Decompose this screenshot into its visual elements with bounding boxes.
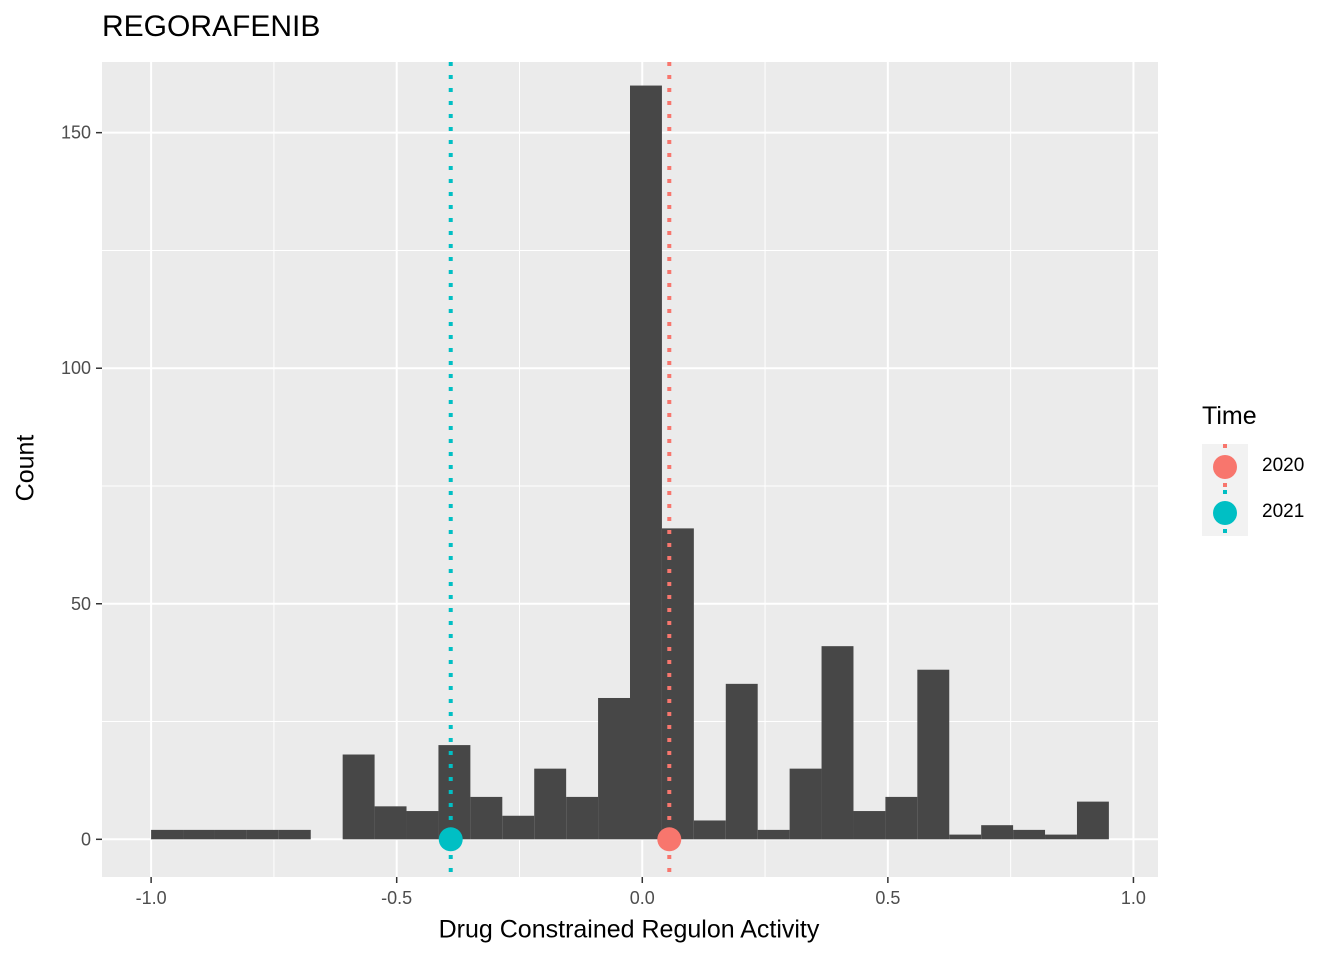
legend-title: Time xyxy=(1202,402,1257,430)
histogram-bar xyxy=(853,811,886,840)
histogram-bar xyxy=(214,829,247,840)
x-tick-label: 0.0 xyxy=(630,888,655,908)
histogram-bar xyxy=(278,829,311,840)
histogram-bar xyxy=(342,754,375,840)
histogram-bar xyxy=(949,834,982,840)
y-tick-label: 50 xyxy=(71,594,91,614)
legend-label-2021: 2021 xyxy=(1262,501,1305,522)
histogram-bar xyxy=(693,820,726,840)
y-tick-label: 150 xyxy=(61,123,91,143)
y-tick-label: 100 xyxy=(61,358,91,378)
histogram-bar xyxy=(1076,801,1109,840)
histogram-bar xyxy=(374,806,407,840)
histogram-bar xyxy=(151,829,184,840)
y-tick-label: 0 xyxy=(81,829,91,849)
histogram-bar xyxy=(661,528,694,840)
reference-point-2021 xyxy=(438,827,463,852)
histogram-bar xyxy=(246,829,279,840)
histogram-bar xyxy=(502,815,535,840)
x-tick-label: -1.0 xyxy=(136,888,167,908)
y-axis: 0 50 100 150 xyxy=(61,123,102,849)
legend-key-point-2021 xyxy=(1213,501,1237,525)
histogram-bar xyxy=(757,829,790,840)
histogram-bar xyxy=(821,646,854,840)
x-tick-label: -0.5 xyxy=(381,888,412,908)
histogram-bar xyxy=(598,697,630,840)
histogram-bar xyxy=(438,745,471,840)
x-axis: -1.0 -0.5 0.0 0.5 1.0 xyxy=(136,877,1146,908)
histogram-bar xyxy=(470,796,503,840)
histogram-bars xyxy=(151,85,1109,840)
histogram-bar xyxy=(885,796,918,840)
chart-title: REGORAFENIB xyxy=(102,10,321,43)
histogram-bar xyxy=(981,825,1014,840)
legend xyxy=(1202,444,1248,536)
x-tick-label: 1.0 xyxy=(1121,888,1146,908)
x-axis-label: Drug Constrained Regulon Activity xyxy=(438,915,820,944)
histogram-bar xyxy=(917,669,950,840)
reference-point-2020 xyxy=(657,827,682,852)
histogram-bar xyxy=(725,683,758,840)
histogram-bar xyxy=(630,85,662,840)
histogram-bar xyxy=(183,829,215,840)
x-tick-label: 0.5 xyxy=(875,888,900,908)
histogram-bar xyxy=(534,768,567,840)
legend-key-point-2020 xyxy=(1213,455,1237,479)
histogram-bar xyxy=(1045,834,1077,840)
legend-label-2020: 2020 xyxy=(1262,455,1305,476)
histogram-bar xyxy=(1013,829,1046,840)
histogram-bar xyxy=(789,768,822,840)
histogram-bar xyxy=(566,796,599,840)
histogram-bar xyxy=(406,811,439,840)
reference-points xyxy=(438,827,682,852)
reference-lines xyxy=(448,62,672,877)
y-axis-label: Count xyxy=(11,434,40,502)
